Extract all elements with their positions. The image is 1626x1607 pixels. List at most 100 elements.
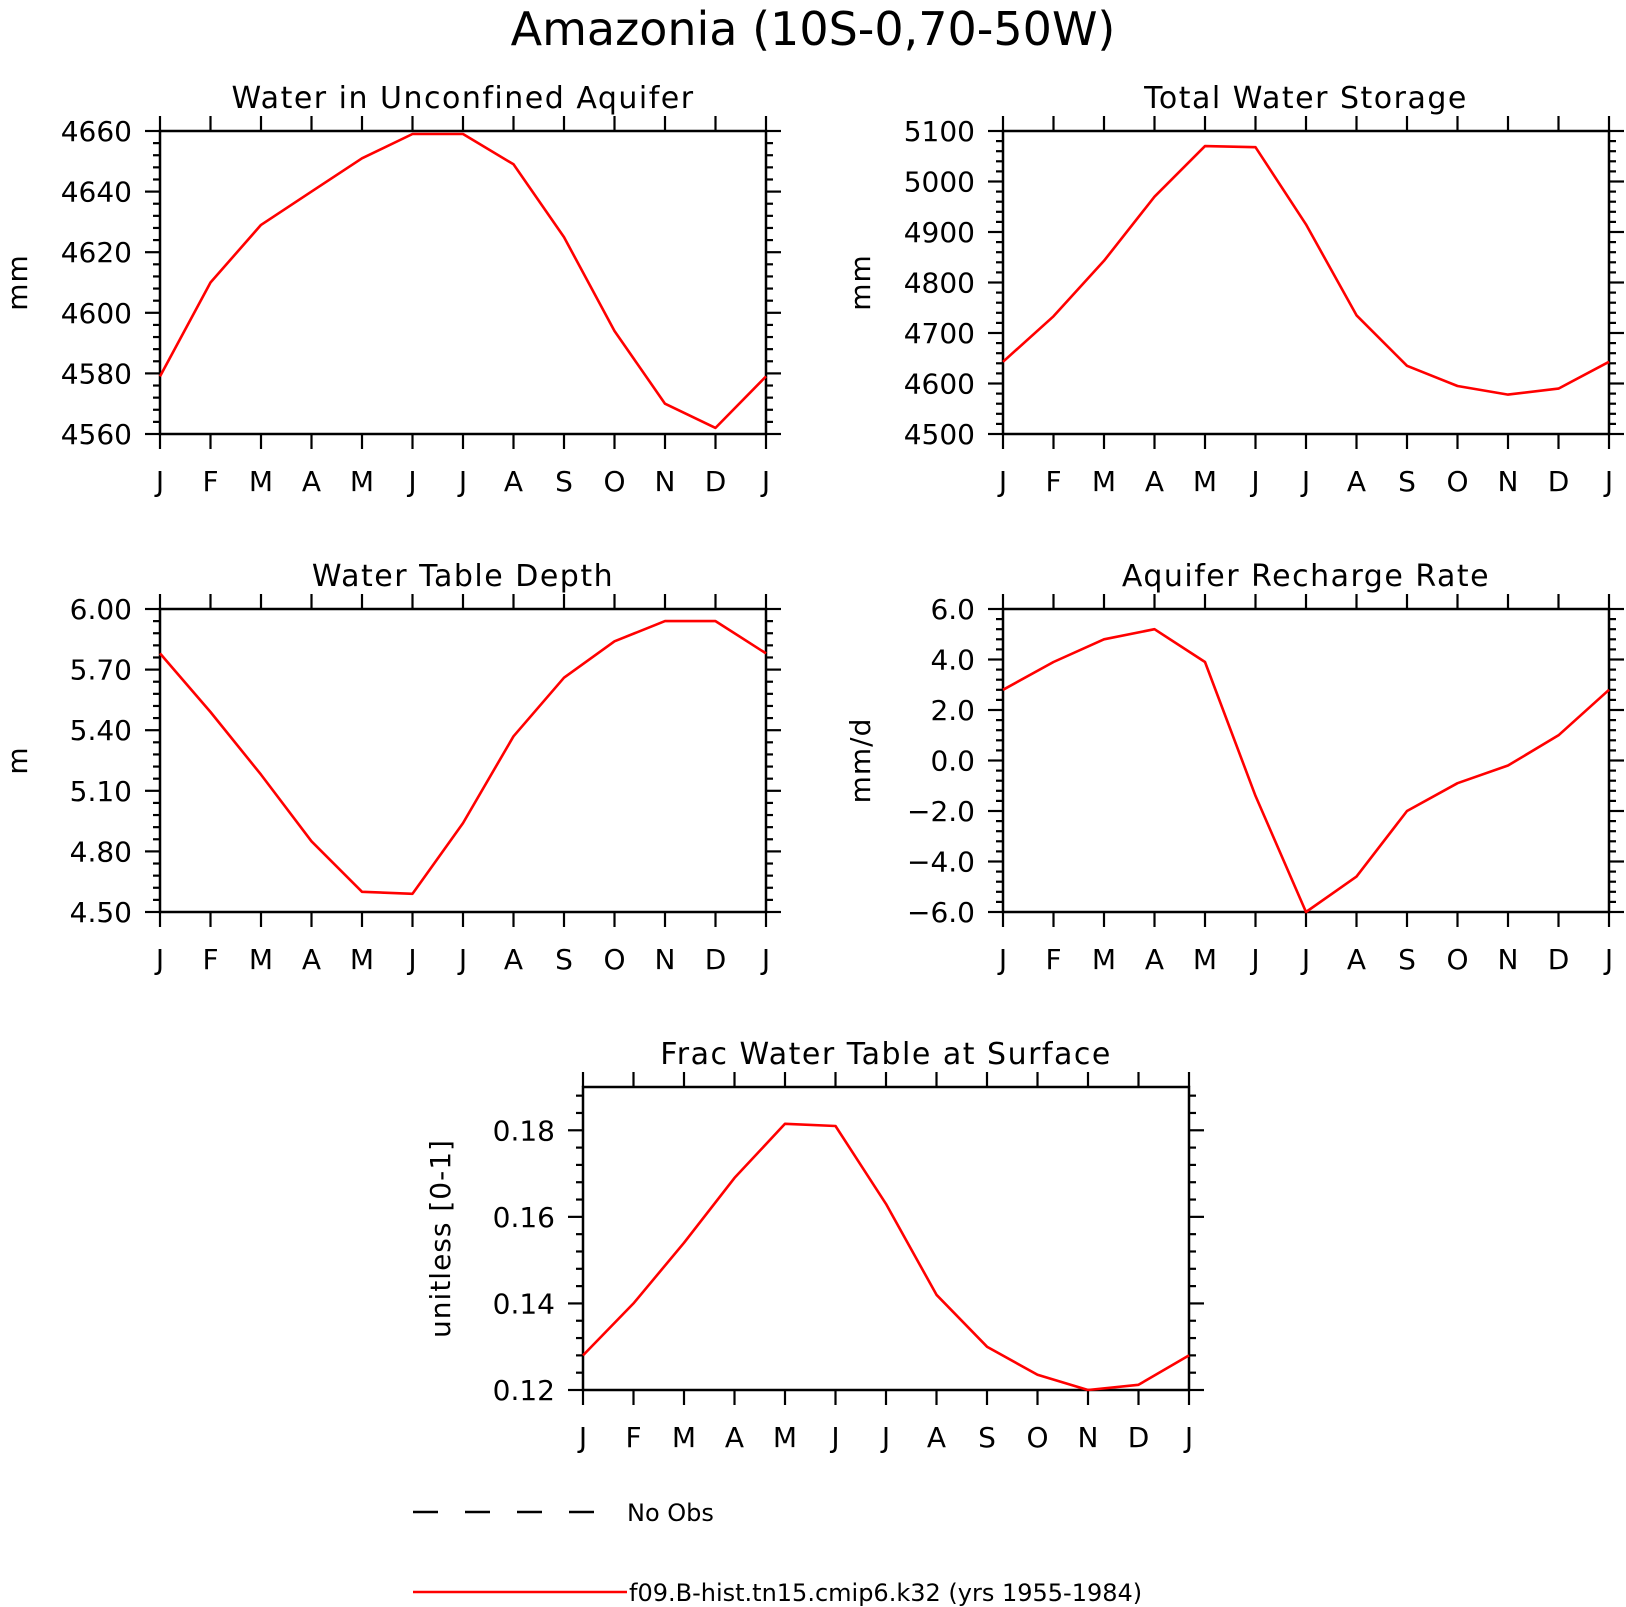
x-tick-label: J	[154, 943, 164, 976]
y-tick-label: 4.80	[70, 835, 132, 868]
x-tick-label: A	[504, 943, 523, 976]
y-tick-label: 4560	[61, 418, 132, 451]
x-tick-label: J	[154, 465, 164, 498]
panel-title: Frac Water Table at Surface	[660, 1037, 1112, 1072]
x-tick-label: M	[773, 1421, 797, 1454]
x-tick-label: J	[997, 465, 1007, 498]
y-tick-label: 0.0	[930, 745, 975, 778]
y-tick-label: 0.12	[493, 1374, 555, 1407]
panels: J F M A M J J A S O N D J456045804600462046404660Wat…	[1, 81, 1624, 1454]
x-tick-label: A	[725, 1421, 744, 1454]
x-tick-label: M	[1092, 465, 1116, 498]
x-tick-label: M	[249, 943, 273, 976]
y-tick-label: 4580	[61, 357, 132, 390]
legend-model-label: f09.B-hist.tn15.cmip6.k32 (yrs 1955-1984…	[629, 1579, 1142, 1607]
x-tick-label: J	[1300, 943, 1310, 976]
x-tick-label: F	[202, 943, 218, 976]
x-tick-label: S	[1398, 943, 1416, 976]
y-tick-label: 5000	[904, 166, 975, 199]
y-tick-label: 6.00	[70, 593, 132, 626]
x-tick-label: D	[705, 465, 727, 498]
x-tick-label: A	[302, 943, 321, 976]
x-tick-label: O	[1446, 465, 1468, 498]
x-tick-label: A	[1347, 943, 1366, 976]
chart-panel-1: J F M A M J J A S O N D J456045804600462046404660Wat…	[1, 81, 781, 498]
x-tick-label: N	[655, 465, 676, 498]
x-tick-label: J	[1249, 943, 1259, 976]
y-tick-label: 5.40	[70, 714, 132, 747]
y-tick-label: 4500	[904, 418, 975, 451]
x-tick-label: A	[1145, 943, 1164, 976]
chart-panel-4: J F M A M J J A S O N D J−6.0−4.0−2.00.02.04.06.0Aqu…	[844, 559, 1624, 976]
chart-panel-3: J F M A M J J A S O N D J4.504.805.105.405.706.00Wat…	[1, 559, 781, 976]
y-tick-label: 4600	[61, 297, 132, 330]
y-tick-label: 4700	[904, 317, 975, 350]
series-line	[1002, 144, 1610, 396]
chart-panel-2: J F M A M J J A S O N D J450046004700480049005000510…	[844, 81, 1624, 498]
x-tick-label: J	[457, 943, 467, 976]
x-tick-label: D	[1128, 1421, 1150, 1454]
x-tick-label: A	[302, 465, 321, 498]
x-tick-label: O	[603, 943, 625, 976]
figure-title: Amazonia (10S-0,70-50W)	[511, 2, 1116, 56]
y-axis-label: unitless [0-1]	[424, 1139, 457, 1338]
series-line	[159, 619, 767, 896]
x-tick-label: S	[978, 1421, 996, 1454]
y-tick-label: 0.18	[493, 1114, 555, 1147]
x-tick-label: M	[350, 943, 374, 976]
x-tick-label: J	[997, 943, 1007, 976]
plot-frame	[1001, 129, 1611, 436]
y-tick-label: 5.70	[70, 654, 132, 687]
x-tick-label: J	[1249, 465, 1259, 498]
y-tick-label: 2.0	[930, 694, 975, 727]
x-tick-label: J	[1300, 465, 1310, 498]
x-tick-label: M	[1092, 943, 1116, 976]
y-tick-label: −4.0	[907, 846, 975, 879]
y-axis-label: mm	[844, 254, 877, 311]
legend-obs-label: No Obs	[627, 1499, 714, 1527]
plot-frame	[158, 129, 768, 436]
y-tick-label: 4600	[904, 368, 975, 401]
x-tick-label: J	[457, 465, 467, 498]
x-tick-label: M	[1193, 465, 1217, 498]
x-tick-label: M	[1193, 943, 1217, 976]
x-tick-label: O	[1446, 943, 1468, 976]
x-tick-label: A	[1145, 465, 1164, 498]
x-tick-label: M	[672, 1421, 696, 1454]
x-tick-label: N	[655, 943, 676, 976]
plot-frame	[581, 1085, 1191, 1392]
x-tick-label: J	[829, 1421, 839, 1454]
x-tick-label: O	[603, 465, 625, 498]
y-tick-label: 4900	[904, 216, 975, 249]
series-line	[158, 132, 767, 430]
y-tick-label: 0.16	[493, 1201, 555, 1234]
x-tick-label: S	[1398, 465, 1416, 498]
x-tick-label: F	[1045, 465, 1061, 498]
panel-title: Water Table Depth	[312, 559, 614, 594]
y-tick-label: 5.10	[70, 775, 132, 808]
x-tick-label: J	[760, 465, 770, 498]
legend: No Obs f09.B-hist.tn15.cmip6.k32 (yrs 19…	[413, 1499, 1142, 1607]
x-tick-label: J	[1183, 1421, 1193, 1454]
y-axis-label: m	[1, 746, 34, 774]
x-tick-label: D	[1548, 465, 1570, 498]
x-tick-label: F	[1045, 943, 1061, 976]
x-tick-label: J	[406, 943, 416, 976]
y-axis-label: mm/d	[844, 718, 877, 804]
x-tick-label: J	[880, 1421, 890, 1454]
panel-title: Aquifer Recharge Rate	[1122, 559, 1490, 594]
series-line	[1002, 627, 1610, 914]
x-tick-label: D	[705, 943, 727, 976]
x-tick-label: S	[555, 943, 573, 976]
y-tick-label: 4640	[61, 176, 132, 209]
y-tick-label: 5100	[904, 115, 975, 148]
x-tick-label: N	[1498, 465, 1519, 498]
x-tick-label: M	[350, 465, 374, 498]
x-tick-label: N	[1498, 943, 1519, 976]
x-tick-label: A	[1347, 465, 1366, 498]
y-tick-label: −2.0	[907, 795, 975, 828]
series-line	[582, 1122, 1190, 1392]
y-tick-label: 0.14	[493, 1287, 555, 1320]
